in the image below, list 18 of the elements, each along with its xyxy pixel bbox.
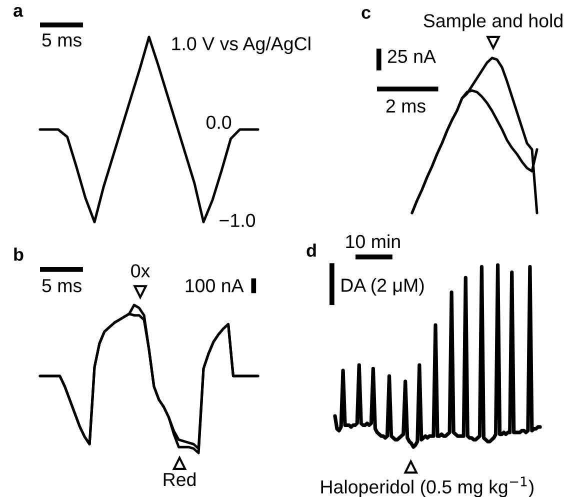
text: 100 nA <box>186 278 244 292</box>
chart-title: b <box>14 248 24 261</box>
text: 5 ms <box>42 279 82 292</box>
annotation: 0.0 <box>206 116 232 129</box>
chart-title: d <box>306 244 316 257</box>
text: Sample and hold <box>424 14 562 32</box>
text: Haloperidol (0.5 mg kg$^{−1}$) <box>321 476 534 497</box>
annotation: 1.0 V vs Ag/AgCl <box>172 36 310 54</box>
chart-title: c <box>362 8 371 19</box>
annotation: 2 ms <box>386 99 426 113</box>
text: 10 min <box>346 234 400 248</box>
annotation: DA (2 μM) <box>342 278 424 296</box>
chart-title: a <box>14 6 24 17</box>
text: Red <box>164 472 196 486</box>
annotation: 25 nA <box>388 50 436 64</box>
annotation: 5 ms <box>42 34 82 47</box>
text: 0x <box>131 264 150 278</box>
annotation: −1.0 <box>220 214 256 228</box>
